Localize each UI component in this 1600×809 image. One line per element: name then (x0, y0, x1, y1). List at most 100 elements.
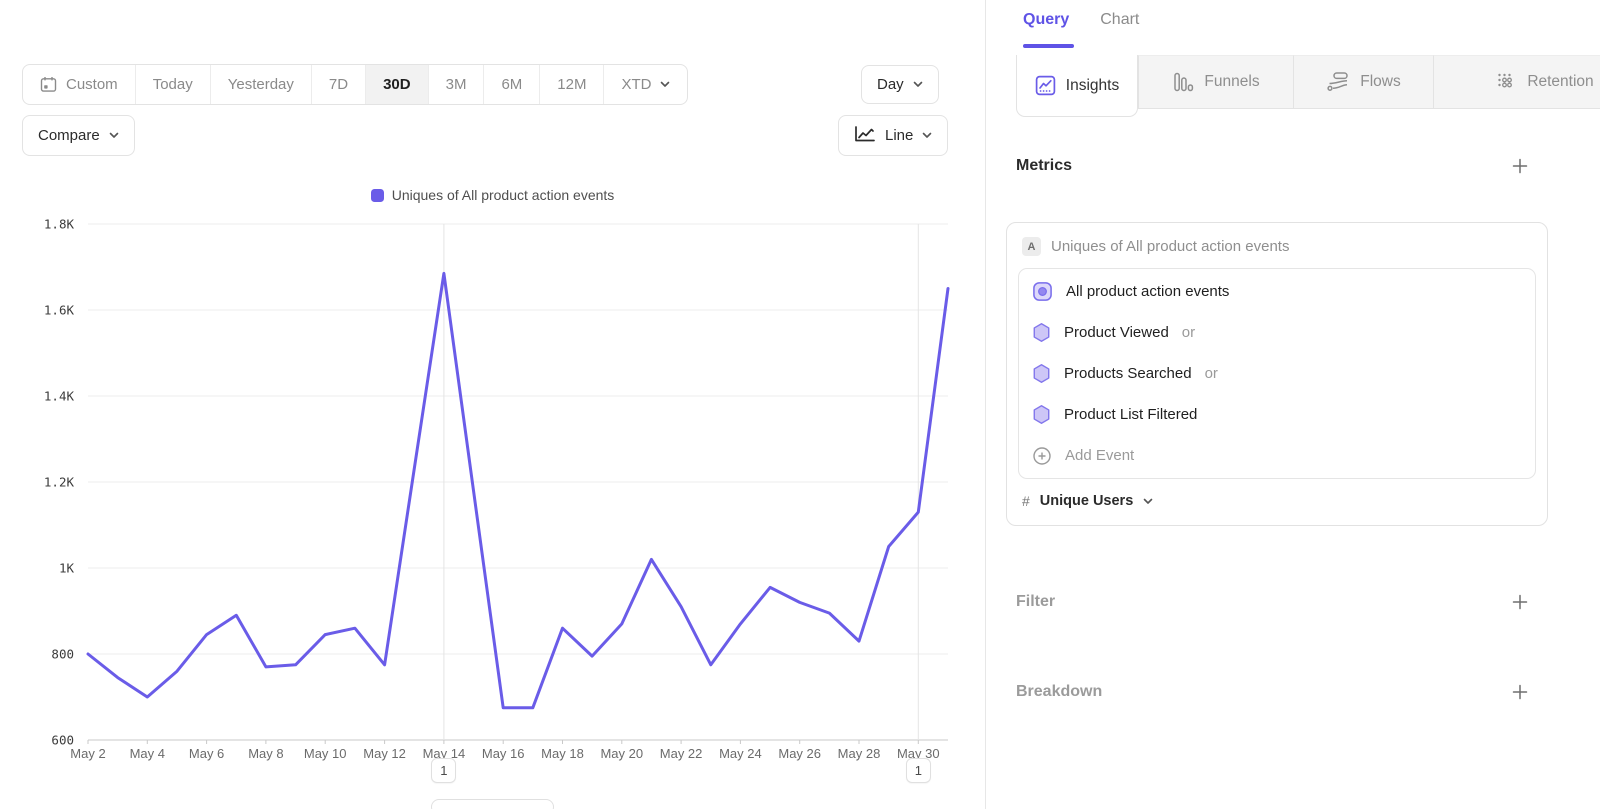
granularity-dropdown[interactable]: Day (861, 65, 939, 104)
svg-text:1.6K: 1.6K (44, 303, 75, 318)
svg-text:May 12: May 12 (363, 746, 406, 761)
metrics-section-header: Metrics (1016, 150, 1532, 182)
calendar-icon (40, 76, 57, 93)
svg-text:May 24: May 24 (719, 746, 762, 761)
chevron-down-icon (922, 132, 932, 139)
measurement-label: Unique Users (1039, 493, 1134, 509)
metric-title: Uniques of All product action events (1051, 238, 1290, 255)
tab-insights[interactable]: Insights (1016, 55, 1138, 117)
range-label: Custom (66, 76, 118, 93)
tab-flows[interactable]: Flows (1294, 55, 1434, 109)
range-12m[interactable]: 12M (540, 65, 605, 104)
range-label: 7D (328, 76, 349, 93)
add-metric-button[interactable] (1508, 154, 1532, 178)
svg-text:May 6: May 6 (189, 746, 224, 761)
measurement-dropdown[interactable]: # Unique Users (1007, 489, 1547, 525)
svg-text:May 22: May 22 (660, 746, 703, 761)
retention-icon (1495, 71, 1517, 93)
event-row[interactable]: Products Searched or (1019, 353, 1535, 394)
hexagon-icon (1032, 404, 1051, 425)
svg-text:May 20: May 20 (600, 746, 643, 761)
annotation-chip[interactable]: 1 (905, 758, 931, 783)
svg-text:600: 600 (51, 733, 74, 748)
svg-text:May 30: May 30 (897, 746, 940, 761)
event-or-operator: or (1204, 365, 1218, 382)
report-type-tabs: Insights Funnels Flows Retention (1016, 55, 1600, 117)
svg-text:May 8: May 8 (248, 746, 283, 761)
event-group-icon (1032, 281, 1053, 302)
compare-label: Compare (38, 127, 100, 144)
range-3m[interactable]: 3M (429, 65, 485, 104)
svg-text:1.8K: 1.8K (44, 217, 75, 232)
event-row[interactable]: All product action events (1019, 271, 1535, 312)
active-tab-underline (1023, 44, 1074, 48)
svg-text:May 16: May 16 (482, 746, 525, 761)
svg-text:May 14: May 14 (423, 746, 466, 761)
event-row[interactable]: Product List Filtered (1019, 394, 1535, 435)
tab-chart[interactable]: Chart (1100, 11, 1140, 28)
add-event-button[interactable]: Add Event (1019, 435, 1535, 476)
svg-text:May 18: May 18 (541, 746, 584, 761)
tab-label: Insights (1065, 76, 1120, 94)
range-label: 30D (383, 76, 411, 93)
range-custom[interactable]: Custom (23, 65, 136, 104)
svg-text:May 2: May 2 (70, 746, 105, 761)
metric-card: A Uniques of All product action events A… (1006, 222, 1548, 526)
range-label: 12M (557, 76, 587, 93)
query-panel: Query Chart Insights Funnels Flows Retentio… (985, 0, 1600, 809)
svg-text:May 28: May 28 (838, 746, 881, 761)
chart-legend: Uniques of All product action events (0, 187, 985, 203)
tab-retention[interactable]: Retention (1434, 55, 1600, 109)
hexagon-icon (1032, 322, 1051, 343)
metric-card-header[interactable]: A Uniques of All product action events (1007, 223, 1547, 266)
insights-icon (1035, 75, 1056, 96)
chevron-down-icon (109, 132, 119, 139)
add-circle-icon (1032, 446, 1052, 466)
panel-header-tabs: Query Chart (1023, 11, 1139, 29)
legend-swatch (370, 188, 384, 202)
event-label: Product Viewed (1064, 324, 1169, 341)
svg-text:1.4K: 1.4K (44, 389, 75, 404)
range-label: 3M (445, 76, 467, 93)
range-today[interactable]: Today (136, 65, 211, 104)
event-label: Add Event (1065, 447, 1135, 464)
range-label: Yesterday (227, 76, 294, 93)
range-label: XTD (621, 76, 652, 93)
funnels-icon (1172, 71, 1194, 93)
range-6m[interactable]: 6M (484, 65, 541, 104)
svg-text:1K: 1K (59, 561, 75, 576)
chevron-down-icon (1143, 498, 1153, 505)
event-or-operator: or (1181, 324, 1196, 341)
granularity-label: Day (877, 76, 904, 93)
add-filter-button[interactable] (1508, 590, 1532, 614)
chevron-down-icon (660, 81, 670, 88)
event-label: All product action events (1066, 283, 1230, 300)
filter-heading: Filter (1016, 593, 1056, 610)
svg-text:1.2K: 1.2K (44, 475, 75, 490)
range-xtd[interactable]: XTD (604, 65, 687, 104)
chart-type-dropdown[interactable]: Line (838, 115, 949, 156)
breakdown-heading: Breakdown (1016, 683, 1103, 700)
range-label: 6M (501, 76, 523, 93)
range-30d[interactable]: 30D (366, 65, 429, 104)
hexagon-icon (1032, 363, 1051, 384)
svg-text:800: 800 (51, 647, 74, 662)
add-breakdown-button[interactable] (1508, 680, 1532, 704)
compare-button[interactable]: Compare (22, 115, 135, 156)
tab-query[interactable]: Query (1023, 11, 1070, 28)
tab-funnels[interactable]: Funnels (1138, 55, 1294, 109)
annotation-chip[interactable]: 1 (431, 758, 457, 783)
event-row[interactable]: Product Viewed or (1019, 312, 1535, 353)
metric-letter-badge: A (1022, 237, 1041, 256)
svg-text:May 4: May 4 (130, 746, 165, 761)
range-7d[interactable]: 7D (312, 65, 367, 104)
metrics-heading: Metrics (1016, 157, 1073, 174)
chart-pane: Custom Today Yesterday 7D 30D 3M 6M 12M XTD Comp… (0, 64, 985, 809)
line-chart-icon (854, 125, 876, 147)
tab-label: Retention (1527, 73, 1594, 90)
metrics-line-chart: 600 800 1K 1.2K 1.4K 1.6K 1.8K May 2 May 4 May 6 M… (44, 217, 950, 761)
range-label: Today (152, 76, 193, 93)
hash-icon: # (1022, 493, 1030, 509)
range-yesterday[interactable]: Yesterday (211, 65, 312, 104)
cutoff-annotation-bar (431, 799, 554, 809)
